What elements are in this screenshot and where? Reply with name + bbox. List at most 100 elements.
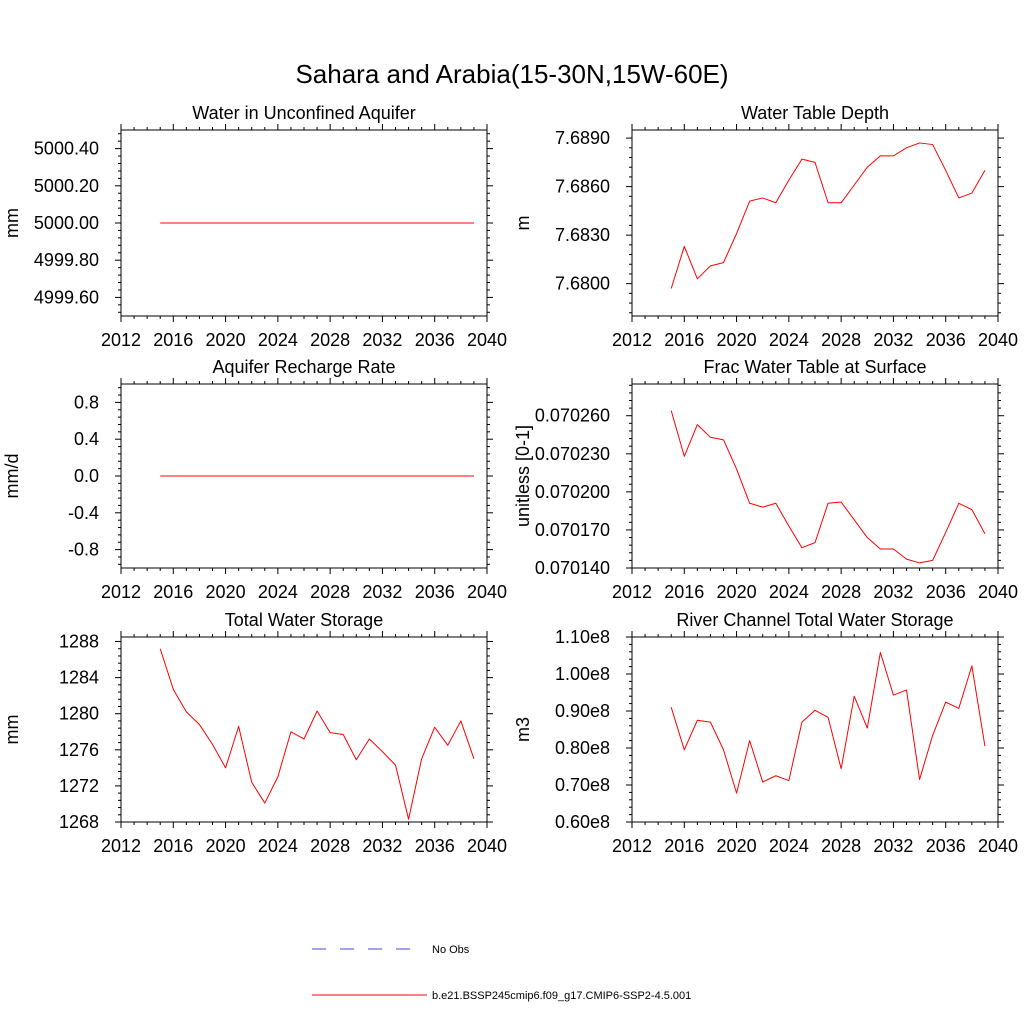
x-tick-label: 2028 bbox=[310, 330, 350, 350]
x-tick-label: 2040 bbox=[467, 582, 507, 602]
y-axis-label: mm bbox=[2, 715, 22, 745]
series-line bbox=[159, 648, 475, 820]
y-tick-label: 5000.40 bbox=[34, 139, 99, 159]
x-tick-label: 2016 bbox=[153, 330, 193, 350]
x-tick-label: 2032 bbox=[362, 582, 402, 602]
x-tick-label: 2028 bbox=[821, 582, 861, 602]
x-tick-label: 2012 bbox=[612, 582, 652, 602]
x-tick-label: 2024 bbox=[258, 836, 298, 856]
x-tick-label: 2032 bbox=[873, 582, 913, 602]
y-tick-label: 5000.20 bbox=[34, 176, 99, 196]
x-tick-label: 2040 bbox=[978, 330, 1018, 350]
x-tick-label: 2020 bbox=[717, 836, 757, 856]
x-tick-label: 2020 bbox=[206, 582, 246, 602]
y-axis-label: mm/d bbox=[2, 454, 22, 499]
x-tick-label: 2032 bbox=[873, 330, 913, 350]
y-tick-label: 0.80e8 bbox=[555, 738, 610, 758]
x-tick-label: 2020 bbox=[206, 836, 246, 856]
legend-no-obs-label: No Obs bbox=[432, 944, 470, 956]
x-tick-label: 2016 bbox=[664, 582, 704, 602]
x-tick-label: 2028 bbox=[310, 582, 350, 602]
y-tick-label: 0.0 bbox=[74, 466, 99, 486]
x-tick-label: 2016 bbox=[664, 836, 704, 856]
x-tick-label: 2020 bbox=[206, 330, 246, 350]
y-axis-label: mm bbox=[2, 208, 22, 238]
y-tick-label: 4999.60 bbox=[34, 287, 99, 307]
y-tick-label: 0.070140 bbox=[535, 558, 610, 578]
x-tick-label: 2040 bbox=[978, 836, 1018, 856]
y-tick-label: 0.070230 bbox=[535, 444, 610, 464]
x-tick-label: 2024 bbox=[258, 582, 298, 602]
y-axis-label: unitless [0-1] bbox=[513, 425, 533, 527]
x-tick-label: 2040 bbox=[978, 582, 1018, 602]
y-tick-label: 0.070200 bbox=[535, 482, 610, 502]
y-tick-label: -0.4 bbox=[68, 503, 99, 523]
figure-title: Sahara and Arabia(15-30N,15W-60E) bbox=[295, 59, 728, 89]
y-tick-label: 0.070260 bbox=[535, 406, 610, 426]
panel-title: Water Table Depth bbox=[741, 103, 889, 123]
series-line bbox=[670, 410, 986, 564]
y-tick-label: -0.8 bbox=[68, 540, 99, 560]
y-tick-label: 7.6890 bbox=[555, 128, 610, 148]
panel-title: Frac Water Table at Surface bbox=[703, 357, 926, 377]
x-tick-label: 2036 bbox=[415, 836, 455, 856]
x-tick-label: 2032 bbox=[362, 330, 402, 350]
y-axis-label: m bbox=[513, 216, 533, 231]
y-tick-label: 5000.00 bbox=[34, 213, 99, 233]
y-tick-label: 1280 bbox=[59, 704, 99, 724]
x-tick-label: 2036 bbox=[926, 330, 966, 350]
x-tick-label: 2028 bbox=[310, 836, 350, 856]
x-tick-label: 2012 bbox=[101, 582, 141, 602]
y-tick-label: 1272 bbox=[59, 776, 99, 796]
x-tick-label: 2012 bbox=[101, 330, 141, 350]
y-tick-label: 7.6800 bbox=[555, 274, 610, 294]
series-line bbox=[670, 652, 986, 794]
y-tick-label: 1.00e8 bbox=[555, 664, 610, 684]
chart-panel: Aquifer Recharge Rate mm/d 2012 2016 2020 202… bbox=[2, 357, 507, 602]
y-tick-label: 1288 bbox=[59, 632, 99, 652]
x-tick-label: 2040 bbox=[467, 836, 507, 856]
legend-model-run-label: b.e21.BSSP245cmip6.f09_g17.CMIP6-SSP2-4.… bbox=[432, 990, 691, 1002]
chart-panel: Total Water Storage mm 2012 2016 2020 2024 202… bbox=[2, 610, 507, 856]
y-tick-label: 1276 bbox=[59, 740, 99, 760]
x-tick-label: 2012 bbox=[612, 836, 652, 856]
x-tick-label: 2024 bbox=[769, 836, 809, 856]
x-tick-label: 2024 bbox=[769, 330, 809, 350]
x-tick-label: 2032 bbox=[362, 836, 402, 856]
chart-panel: Water Table Depth m 2012 2016 2020 2024 2028 20… bbox=[513, 103, 1018, 350]
y-tick-label: 0.070170 bbox=[535, 520, 610, 540]
series-line bbox=[670, 142, 986, 289]
y-tick-label: 0.70e8 bbox=[555, 775, 610, 795]
y-tick-label: 7.6860 bbox=[555, 177, 610, 197]
chart-panel: Water in Unconfined Aquifer mm 2012 2016 202… bbox=[2, 103, 507, 350]
y-tick-label: 0.90e8 bbox=[555, 701, 610, 721]
chart-panel: River Channel Total Water Storage m3 2012 2… bbox=[513, 610, 1018, 856]
x-tick-label: 2032 bbox=[873, 836, 913, 856]
x-tick-label: 2020 bbox=[717, 582, 757, 602]
y-tick-label: 1284 bbox=[59, 668, 99, 688]
x-tick-label: 2012 bbox=[612, 330, 652, 350]
y-axis-label: m3 bbox=[513, 717, 533, 742]
x-tick-label: 2024 bbox=[769, 582, 809, 602]
x-tick-label: 2016 bbox=[153, 836, 193, 856]
chart-panel: Frac Water Table at Surface unitless [0-1… bbox=[513, 357, 1018, 602]
y-tick-label: 0.4 bbox=[74, 429, 99, 449]
legend: No Obs b.e21.BSSP245cmip6.f09_g17.CMIP6-… bbox=[312, 944, 691, 1002]
x-tick-label: 2012 bbox=[101, 836, 141, 856]
panel-title: Water in Unconfined Aquifer bbox=[192, 103, 415, 123]
y-tick-label: 7.6830 bbox=[555, 225, 610, 245]
x-tick-label: 2016 bbox=[664, 330, 704, 350]
y-tick-label: 4999.80 bbox=[34, 250, 99, 270]
y-tick-label: 1268 bbox=[59, 812, 99, 832]
x-tick-label: 2040 bbox=[467, 330, 507, 350]
x-tick-label: 2020 bbox=[717, 330, 757, 350]
x-tick-label: 2028 bbox=[821, 330, 861, 350]
x-tick-label: 2024 bbox=[258, 330, 298, 350]
panel-title: Aquifer Recharge Rate bbox=[212, 357, 395, 377]
x-tick-label: 2036 bbox=[415, 582, 455, 602]
x-tick-label: 2016 bbox=[153, 582, 193, 602]
x-tick-label: 2036 bbox=[926, 582, 966, 602]
y-tick-label: 0.60e8 bbox=[555, 812, 610, 832]
